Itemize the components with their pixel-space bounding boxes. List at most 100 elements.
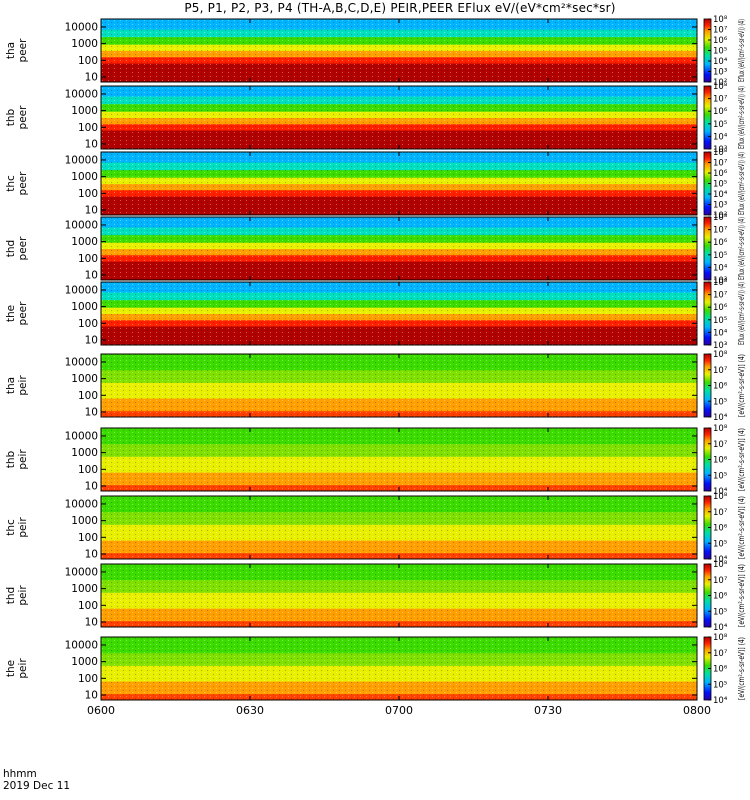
panel-label-species: peer [17,105,29,130]
colorbar-tick-label: 10³ [713,201,727,211]
panel-label-species: peir [17,375,29,396]
y-tick-label: 100 [78,673,98,685]
colorbar-tick-label: 10⁸ [713,15,728,25]
panel-label-species: peir [17,449,29,470]
spectrogram-texture [101,637,697,700]
colorbar-tick-label: 10⁷ [713,366,728,376]
colorbar-tick-label: 10⁸ [713,492,728,502]
y-tick-label: 1000 [71,105,98,117]
colorbar-tick-label: 10² [713,211,727,221]
spectrogram-texture [101,282,697,345]
colorbar-tick-label: 10⁴ [713,696,728,706]
y-tick-label: 100 [78,390,98,402]
colorbar-tick-label: 10⁶ [713,107,728,117]
y-tick-label: 10 [85,616,98,628]
colorbar-tick-label: 10⁷ [713,226,728,236]
colorbar-tick-label: 10⁷ [713,159,728,169]
y-tick-label: 1000 [71,583,98,595]
colorbar-tick-label: 10³ [713,145,727,155]
y-tick-label: 1000 [71,373,98,385]
colorbar-tick-label: 10⁸ [713,148,728,158]
colorbar-tick-label: 10⁷ [713,95,728,105]
colorbar-tick-label: 10⁶ [713,456,728,466]
y-tick-label: 10000 [65,566,98,578]
spectrogram-texture [101,152,697,215]
y-tick-label: 1000 [71,656,98,668]
y-tick-label: 10000 [65,430,98,442]
spectrogram-panel-thc-peir: 10 100 1000 10000 thc peir 10⁴ 10⁵ 10⁶ 10⁷ 10⁸ [eV/… [5,492,746,565]
y-tick-label: 1000 [71,301,98,313]
y-tick-label: 1000 [71,236,98,248]
colorbar-tick-label: 10⁵ [713,539,727,549]
colorbar-tick-label: 10⁶ [713,382,728,392]
colorbar-tick-label: 10⁷ [713,649,728,659]
x-tick-label: 0630 [236,704,264,717]
footer-hhmm: hhmm [3,768,37,780]
spectrogram-panel-thb-peir: 10 100 1000 10000 thb peir 10⁴ 10⁵ 10⁶ 10⁷ 10⁸ [eV/… [5,424,746,497]
colorbar-tick-label: 10⁵ [713,316,727,326]
y-tick-label: 10000 [65,21,98,33]
panel-label-probe: thc [5,519,17,536]
colorbar-tick-label: 10⁴ [713,487,728,497]
colorbar-tick-label: 10⁷ [713,26,728,36]
colorbar-tick-label: 10³ [713,276,727,286]
spectrogram-texture [101,86,697,149]
y-tick-label: 10000 [65,88,98,100]
colorbar-tick-label: 10⁴ [713,132,728,142]
colorbar-tick-label: 10⁶ [713,36,728,46]
colorbar-tick-label: 10⁶ [713,524,728,534]
colorbar-tick-label: 10⁸ [713,213,728,223]
colorbar-tick-label: 10⁸ [713,278,728,288]
y-tick-label: 1000 [71,515,98,527]
panel-label-probe: tha [5,377,17,394]
colorbar-tick-label: 10⁴ [713,413,728,423]
colorbar-tick-label: 10⁵ [713,397,727,407]
footer-date: 2019 Dec 11 [3,780,71,792]
y-tick-label: 100 [78,55,98,67]
colorbar-tick-label: 10⁵ [713,680,727,690]
colorbar-label: [eV/(cm²-s-sr-eV)] (4) [737,354,746,417]
panel-label-species: peir [17,585,29,606]
panel-label-probe: thb [5,450,17,468]
spectrogram-texture [101,19,697,82]
colorbar-label: [eV/(cm²-s-sr-eV)] (4) [737,637,746,700]
spectrogram-panel-thb-peer: 10 100 1000 10000 thb peer 10³ 10⁴ 10⁵ 10⁶ 10⁷ 10⁸ E… [5,82,746,155]
colorbar-tick-label: 10⁶ [713,169,728,179]
spectrogram-panel-the-peir: 10 100 1000 10000 the peir 10⁴ 10⁵ 10⁶ 10⁷ 10⁸ [eV/… [5,633,746,706]
y-tick-label: 10 [85,71,98,83]
colorbar-label: Eflux (eV/(cm²-s-sr-eV)) (4) [737,282,746,345]
colorbar-tick-label: 10⁵ [713,471,727,481]
y-tick-label: 10000 [65,498,98,510]
colorbar-tick-label: 10⁴ [713,555,728,565]
y-tick-label: 1000 [71,171,98,183]
colorbar-tick-label: 10⁵ [713,607,727,617]
spectrogram-panel-the-peer: 10 100 1000 10000 the peer 10³ 10⁴ 10⁵ 10⁶ 10⁷ 10⁸ E… [5,278,746,351]
colorbar-label: [eV/(cm²-s-sr-eV)] (4) [737,496,746,559]
colorbar-tick-label: 10⁸ [713,350,728,360]
colorbar-tick-label: 10⁵ [713,251,727,261]
y-tick-label: 100 [78,253,98,265]
y-tick-label: 10000 [65,219,98,231]
spectrogram-texture [101,217,697,280]
spectrogram-texture [101,496,697,559]
panel-label-probe: tha [5,42,17,59]
colorbar-tick-label: 10⁴ [713,263,728,273]
x-tick-label: 0800 [683,704,711,717]
panel-label-species: peer [17,171,29,196]
y-tick-label: 100 [78,122,98,134]
y-tick-label: 1000 [71,38,98,50]
y-tick-label: 10000 [65,639,98,651]
colorbar-tick-label: 10⁶ [713,238,728,248]
panel-label-species: peir [17,658,29,679]
colorbar-tick-label: 10⁸ [713,633,728,643]
colorbar-tick-label: 10⁶ [713,592,728,602]
y-tick-label: 10 [85,406,98,418]
colorbar-tick-label: 10⁵ [713,47,727,57]
colorbar-tick-label: 10⁷ [713,508,728,518]
y-tick-label: 100 [78,188,98,200]
y-tick-label: 100 [78,464,98,476]
spectrogram-texture [101,428,697,491]
colorbar-tick-label: 10⁴ [713,57,728,67]
colorbar-label: [eV/(cm²-s-sr-eV)] (4) [737,564,746,627]
